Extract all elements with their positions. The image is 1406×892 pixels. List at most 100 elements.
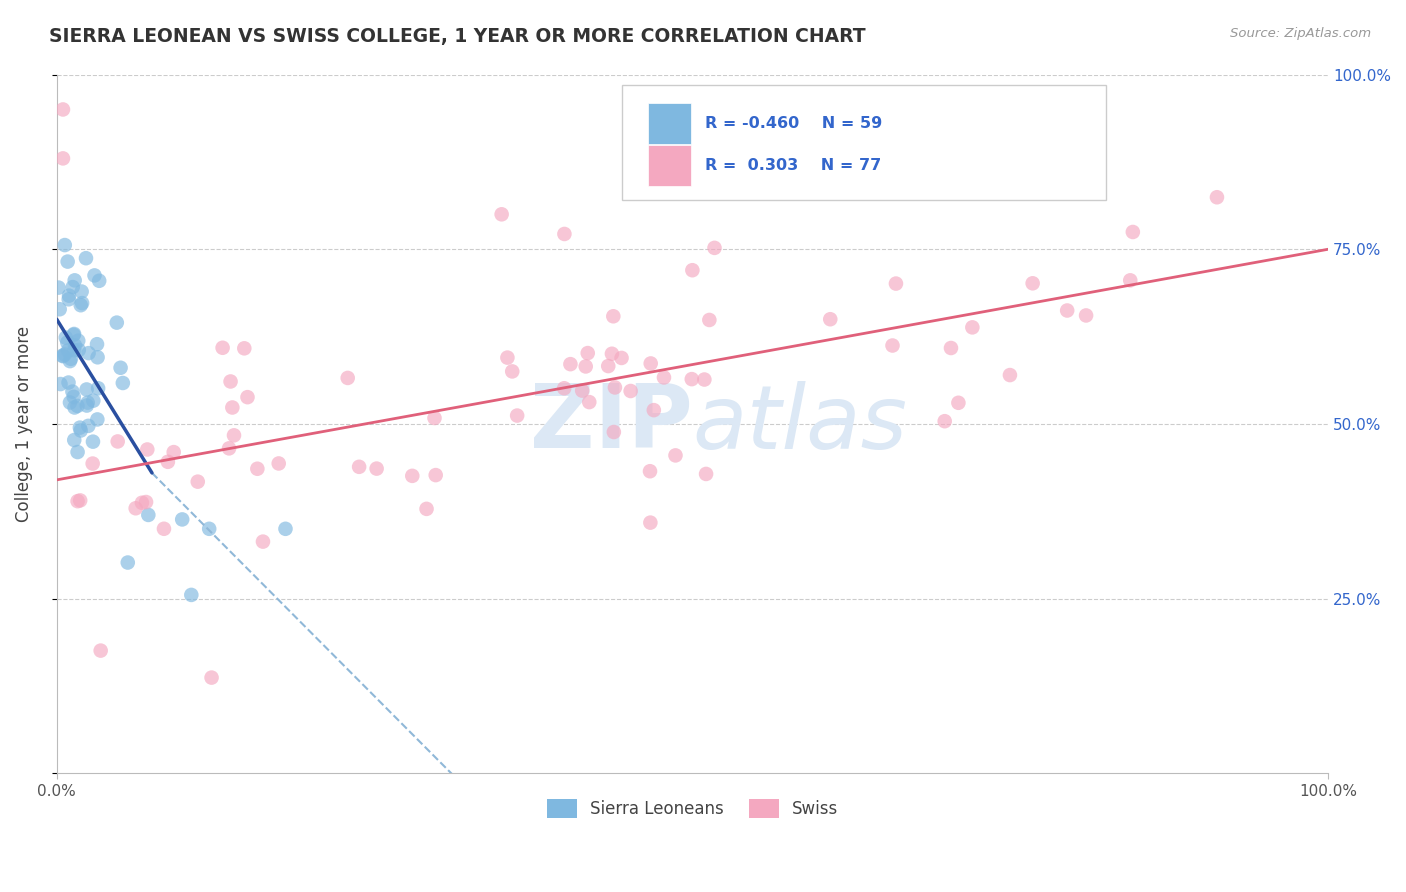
Point — [423, 411, 446, 425]
Point — [156, 455, 179, 469]
Point — [66, 445, 89, 459]
Point — [70, 285, 93, 299]
Point — [58, 293, 80, 307]
Point — [66, 494, 89, 508]
Point — [664, 449, 686, 463]
Point — [82, 457, 104, 471]
Point — [600, 347, 623, 361]
Point — [53, 238, 76, 252]
Point — [638, 464, 661, 478]
Point — [681, 263, 703, 277]
Point — [962, 320, 984, 334]
Point — [76, 399, 98, 413]
Point — [571, 384, 593, 398]
Point — [640, 356, 662, 370]
Point — [882, 338, 904, 352]
Legend: Sierra Leoneans, Swiss: Sierra Leoneans, Swiss — [540, 792, 845, 824]
Point — [117, 556, 139, 570]
Point — [59, 395, 82, 409]
Text: R = -0.460    N = 59: R = -0.460 N = 59 — [704, 116, 883, 131]
Point — [620, 384, 643, 398]
Point — [578, 395, 600, 409]
Point — [58, 376, 80, 390]
Point — [82, 393, 104, 408]
Point — [934, 414, 956, 428]
Point — [501, 364, 523, 378]
Point — [695, 467, 717, 481]
Point — [62, 327, 84, 342]
Point — [49, 377, 72, 392]
Point — [153, 522, 176, 536]
Point — [86, 351, 108, 365]
Point — [136, 442, 159, 457]
Point — [56, 254, 79, 268]
Point — [172, 512, 194, 526]
Point — [86, 337, 108, 351]
Point — [69, 420, 91, 434]
Point — [62, 280, 84, 294]
Point — [48, 302, 70, 317]
Point — [56, 335, 79, 350]
Point — [52, 103, 75, 117]
Point — [198, 522, 221, 536]
Point — [652, 370, 675, 384]
Point — [699, 313, 721, 327]
Point — [136, 508, 159, 522]
Point — [67, 334, 90, 348]
Point — [576, 346, 599, 360]
Point — [66, 399, 89, 413]
Point — [603, 425, 626, 439]
Point — [110, 360, 132, 375]
Point — [233, 341, 256, 355]
Point — [246, 462, 269, 476]
Point — [401, 468, 423, 483]
Y-axis label: College, 1 year or more: College, 1 year or more — [15, 326, 32, 522]
Point — [681, 372, 703, 386]
Point — [52, 349, 75, 363]
Point — [425, 468, 447, 483]
Point — [63, 326, 86, 341]
Point — [163, 445, 186, 459]
Point — [200, 671, 222, 685]
Point — [55, 331, 77, 345]
Point — [219, 375, 242, 389]
Point — [90, 643, 112, 657]
Point — [366, 461, 388, 475]
Point — [491, 207, 513, 221]
Point — [89, 274, 111, 288]
Point — [643, 403, 665, 417]
Text: ZIP: ZIP — [530, 381, 692, 467]
Point — [336, 371, 359, 385]
Point — [131, 496, 153, 510]
Point — [58, 288, 80, 302]
Point — [948, 396, 970, 410]
Point — [105, 316, 128, 330]
Point — [602, 310, 624, 324]
Point — [62, 390, 84, 404]
Point — [83, 268, 105, 283]
Point — [87, 381, 110, 395]
Point — [252, 534, 274, 549]
Point — [553, 381, 575, 395]
Point — [415, 501, 437, 516]
Point — [48, 280, 70, 294]
Point — [610, 351, 633, 365]
Point — [76, 383, 98, 397]
FancyBboxPatch shape — [648, 145, 692, 186]
Point — [107, 434, 129, 449]
Point — [1122, 225, 1144, 239]
Point — [63, 273, 86, 287]
Point — [1206, 190, 1229, 204]
Point — [63, 401, 86, 415]
Point — [53, 347, 76, 361]
Point — [77, 346, 100, 360]
Point — [86, 412, 108, 426]
Text: atlas: atlas — [692, 381, 907, 467]
Point — [69, 493, 91, 508]
Point — [267, 457, 290, 471]
Point — [218, 442, 240, 456]
Point — [180, 588, 202, 602]
Point — [63, 343, 86, 358]
Point — [69, 424, 91, 438]
Point — [69, 298, 91, 312]
